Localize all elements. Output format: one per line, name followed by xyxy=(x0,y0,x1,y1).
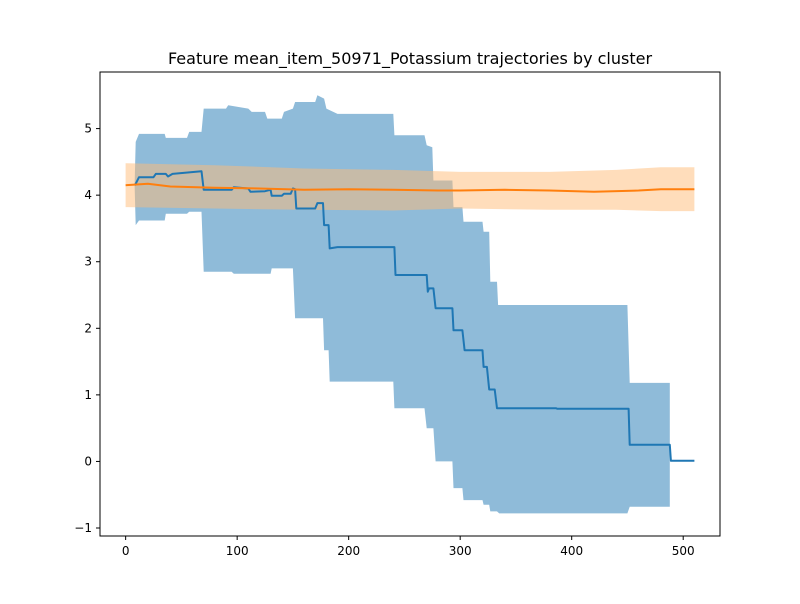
lines-layer xyxy=(125,170,695,462)
series-2-band xyxy=(125,163,695,212)
series-2-line xyxy=(125,182,695,193)
y-tick-label: 0 xyxy=(84,454,92,468)
chart-title: Feature mean_item_50971_Potassium trajec… xyxy=(168,49,652,69)
y-tick-label: 4 xyxy=(84,188,92,202)
x-tick-label: 500 xyxy=(672,544,695,558)
x-tick-label: 100 xyxy=(226,544,249,558)
x-tick-label: 200 xyxy=(337,544,360,558)
plot-frame xyxy=(99,71,721,537)
y-tick-label: 3 xyxy=(84,255,92,269)
y-tick-label: −1 xyxy=(74,521,92,535)
y-tick-label: 2 xyxy=(84,321,92,335)
axes-layer: 0 100 200 300 400 500 −1 0 1 2 3 4 5 xyxy=(74,71,721,558)
x-tick-label: 400 xyxy=(560,544,583,558)
y-tick-label: 1 xyxy=(84,388,92,402)
x-tick-label: 300 xyxy=(449,544,472,558)
y-tick-label: 5 xyxy=(84,122,92,136)
x-tick-label: 0 xyxy=(122,544,130,558)
